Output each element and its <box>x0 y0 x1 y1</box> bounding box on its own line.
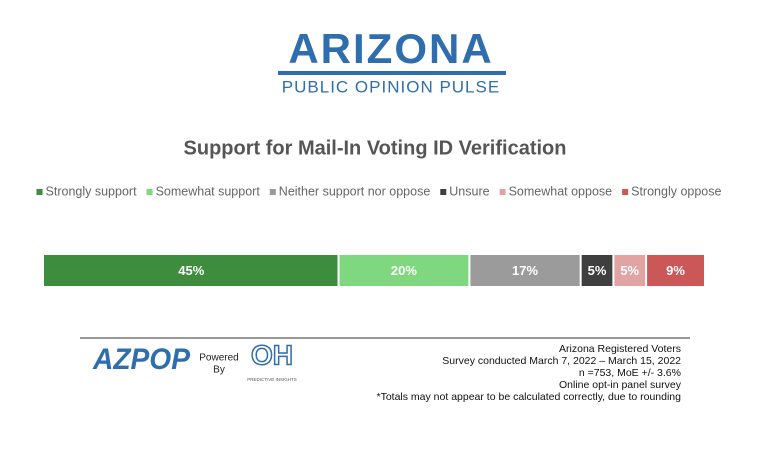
bar-group: 45% 20% 17% 5% 5% 9% <box>44 255 704 286</box>
legend-marker <box>146 189 153 195</box>
bar-segment <box>44 255 338 286</box>
legend-marker <box>269 189 276 195</box>
bar-segment <box>614 255 646 286</box>
bar-segment <box>339 255 469 286</box>
legend-item: Strongly oppose <box>622 184 722 198</box>
chart-title: Support for Mail-In Voting ID Verificati… <box>184 137 567 159</box>
bar-segment <box>581 255 613 286</box>
legend-label: Strongly support <box>46 184 138 198</box>
data-label: 17% <box>512 263 538 278</box>
logo-title: ARIZONA <box>288 25 493 72</box>
oh-logo: OH <box>251 339 293 370</box>
data-label: 20% <box>391 263 417 278</box>
legend-item: Strongly support <box>36 184 138 198</box>
legend-item: Somewhat support <box>146 184 261 198</box>
legend: Strongly support Somewhat support Neither … <box>36 184 722 198</box>
logo-subtitle: PUBLIC OPINION PULSE <box>282 77 500 96</box>
data-label: 9% <box>666 263 685 278</box>
data-label: 5% <box>620 263 639 278</box>
legend-marker <box>499 189 506 195</box>
legend-item: Somewhat oppose <box>499 184 613 198</box>
data-label: 45% <box>178 263 204 278</box>
footer-line: *Totals may not appear to be calculated … <box>377 391 682 403</box>
legend-item: Unsure <box>440 184 490 198</box>
legend-marker <box>36 189 43 195</box>
footer-line: Survey conducted March 7, 2022 – March 1… <box>442 355 681 367</box>
legend-label: Neither support nor oppose <box>279 184 431 198</box>
legend-marker <box>622 189 629 195</box>
azpop-logo: AZPOP <box>92 343 191 376</box>
legend-label: Unsure <box>449 184 489 198</box>
footer-line: n =753, MoE +/- 3.6% <box>579 367 681 379</box>
data-label: 5% <box>588 263 607 278</box>
legend-marker <box>440 189 447 195</box>
bar-segment <box>470 255 580 286</box>
footer-line: Online opt-in panel survey <box>559 379 682 391</box>
by-text: By <box>213 365 225 376</box>
powered-text: Powered <box>199 353 238 364</box>
footer-line: Arizona Registered Voters <box>559 343 681 355</box>
logo-rule <box>278 71 506 75</box>
bar-segment <box>647 255 704 286</box>
legend-label: Somewhat support <box>156 184 261 198</box>
legend-label: Strongly oppose <box>631 184 721 198</box>
oh-caption: PREDICTIVE INSIGHTS <box>247 377 297 382</box>
legend-label: Somewhat oppose <box>509 184 613 198</box>
legend-item: Neither support nor oppose <box>269 184 431 198</box>
